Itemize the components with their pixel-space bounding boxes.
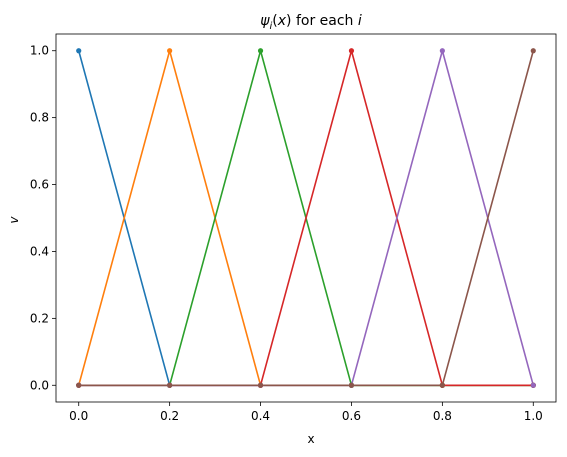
- x-tick-label: 0.2: [160, 409, 179, 423]
- x-axis-label: x: [307, 432, 314, 446]
- y-tick-label: 0.0: [30, 378, 49, 392]
- data-point-series-0: [76, 48, 82, 54]
- y-axis-label: v: [7, 216, 21, 224]
- y-tick-label: 1.0: [30, 44, 49, 58]
- data-point-series-1: [167, 48, 173, 54]
- data-point-series-2: [257, 48, 264, 54]
- data-point-series-4: [530, 382, 536, 388]
- data-point-series-4: [439, 48, 445, 54]
- data-point-series-5: [76, 382, 82, 388]
- x-tick-label: 0.4: [251, 409, 270, 423]
- axes-frame: [55, 33, 557, 403]
- plot-area: 0.0 0.2 0.4 0.6 0.8 1.0 0.0 0.2 0.4 0.6 0.8 1.0: [30, 33, 557, 423]
- x-tick-label: 0.0: [69, 409, 88, 423]
- data-point-series-5: [348, 382, 355, 388]
- data-point-series-5: [530, 48, 536, 54]
- series-line-5: [78, 50, 535, 387]
- data-point-series-5: [257, 382, 264, 388]
- x-tick-label: 0.8: [433, 409, 452, 423]
- y-tick-label: 0.2: [30, 311, 49, 325]
- x-tick-label: 1.0: [524, 409, 543, 423]
- y-tick-label: 0.8: [30, 111, 49, 125]
- data-point-series-3: [348, 48, 355, 54]
- data-point-series-5: [439, 382, 445, 388]
- y-tick-label: 0.4: [30, 244, 49, 258]
- x-tick-label: 0.6: [342, 409, 361, 423]
- data-point-series-5: [167, 382, 173, 388]
- chart-title: ψi(x) for each i: [260, 13, 362, 32]
- y-tick-label: 0.6: [30, 178, 49, 192]
- series-line-3: [78, 49, 534, 387]
